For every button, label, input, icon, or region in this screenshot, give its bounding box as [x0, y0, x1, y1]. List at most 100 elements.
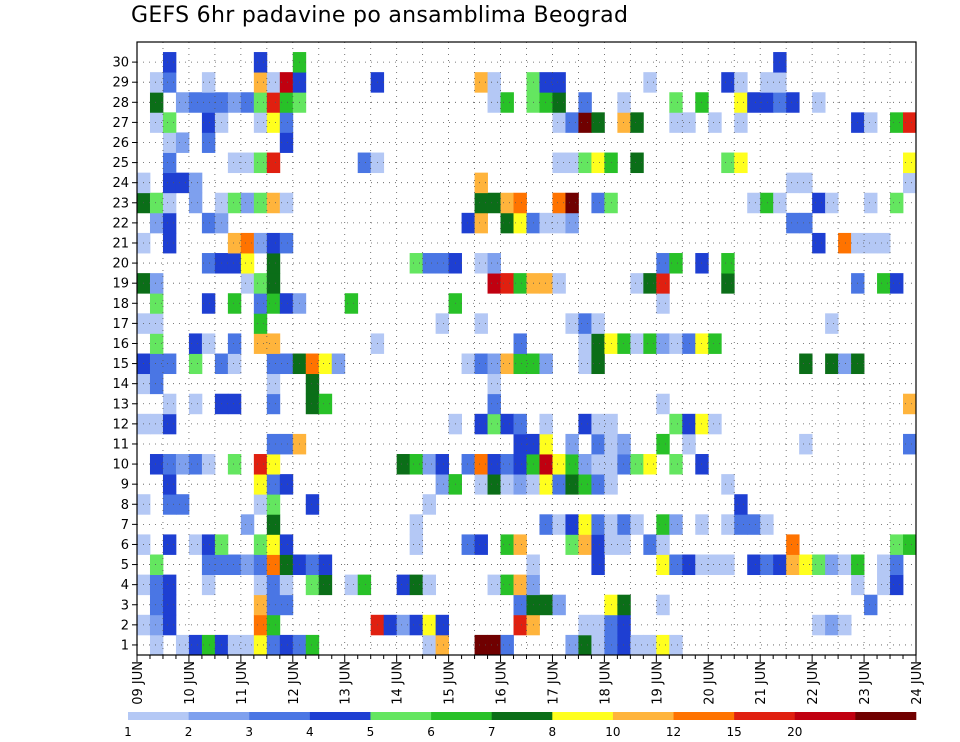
heatmap-cell: [539, 413, 553, 435]
heatmap-cell: [409, 614, 424, 636]
heatmap-cell: [656, 433, 670, 455]
heatmap-cell: [669, 554, 683, 576]
heatmap-cell: [422, 494, 437, 515]
heatmap-cell: [838, 353, 852, 375]
heatmap-cell: [162, 413, 177, 435]
heatmap-cell: [149, 413, 164, 435]
heatmap-cell: [617, 514, 631, 535]
legend-swatch: [249, 712, 311, 720]
heatmap-cell: [240, 192, 255, 214]
heatmap-cell: [617, 634, 631, 656]
heatmap-cell: [487, 72, 501, 93]
x-tick-label: 17 JUN: [547, 661, 562, 705]
heatmap-cell: [578, 534, 592, 555]
heatmap-cell: [318, 554, 333, 576]
legend-swatch: [673, 712, 735, 720]
heatmap-cell: [682, 433, 696, 455]
heatmap-cell: [240, 634, 255, 656]
heatmap-cell: [682, 112, 696, 133]
x-tick-label: 12 JUN: [287, 661, 302, 705]
heatmap-cell: [435, 313, 449, 334]
heatmap-cell: [266, 634, 281, 656]
heatmap-cell: [279, 594, 294, 616]
heatmap-cell: [240, 273, 255, 294]
heatmap-cell: [266, 574, 281, 596]
heatmap-cell: [279, 72, 294, 93]
heatmap-cell: [266, 494, 281, 515]
heatmap-cell: [162, 212, 177, 234]
heatmap-cell: [617, 112, 631, 133]
heatmap-cell: [266, 152, 281, 174]
heatmap-cell: [409, 253, 424, 274]
heatmap-cell: [630, 112, 644, 133]
heatmap-cell: [266, 293, 281, 314]
heatmap-cell: [799, 172, 813, 194]
heatmap-cell: [435, 634, 449, 656]
heatmap-cell: [474, 253, 488, 274]
heatmap-cell: [656, 333, 670, 354]
heatmap-cell: [253, 614, 268, 636]
heatmap-cell: [825, 353, 839, 375]
heatmap-cell: [253, 554, 268, 576]
heatmap-cell: [201, 253, 216, 274]
heatmap-cell: [188, 92, 203, 113]
legend-swatch: [309, 712, 371, 720]
heatmap-cell: [474, 72, 488, 93]
heatmap-cell: [591, 634, 605, 656]
legend-label: 1: [124, 725, 132, 739]
legend-label: 15: [727, 725, 742, 739]
heatmap-cell: [877, 232, 891, 254]
heatmap-cell: [175, 172, 190, 194]
heatmap-cell: [487, 273, 501, 294]
heatmap-cell: [786, 172, 800, 194]
heatmap-cell: [266, 614, 281, 636]
heatmap-cell: [552, 454, 566, 475]
heatmap-cell: [149, 353, 164, 375]
y-tick-label: 8: [121, 498, 129, 513]
heatmap-cell: [279, 132, 294, 153]
heatmap-cell: [188, 393, 203, 415]
heatmap-cell: [162, 534, 177, 555]
heatmap-cell: [162, 112, 177, 133]
y-tick-label: 21: [112, 236, 129, 251]
y-tick-label: 9: [121, 478, 129, 493]
heatmap-cell: [513, 454, 527, 475]
heatmap-cell: [253, 52, 268, 73]
heatmap-cell: [279, 474, 294, 495]
heatmap-cell: [552, 212, 566, 234]
heatmap-cell: [305, 373, 320, 395]
heatmap-cell: [721, 273, 735, 294]
heatmap-cell: [175, 132, 190, 153]
heatmap-cell: [357, 574, 372, 596]
heatmap-cell: [877, 574, 891, 596]
heatmap-cell: [474, 474, 488, 495]
heatmap-cell: [669, 333, 683, 354]
heatmap-cell: [266, 454, 281, 475]
heatmap-cell: [591, 353, 605, 375]
heatmap-cell: [903, 152, 917, 174]
heatmap-cell: [487, 454, 501, 475]
y-tick-label: 12: [112, 417, 129, 432]
heatmap-cell: [227, 92, 242, 113]
heatmap-cell: [565, 454, 579, 475]
heatmap-cell: [149, 574, 164, 596]
heatmap-cell: [331, 353, 346, 375]
heatmap-cell: [799, 353, 813, 375]
heatmap-cell: [760, 554, 774, 576]
heatmap-cell: [734, 112, 748, 133]
heatmap-cell: [591, 534, 605, 555]
heatmap-cell: [747, 92, 761, 113]
heatmap-cell: [760, 514, 774, 535]
heatmap-cell: [721, 554, 735, 576]
y-tick-label: 3: [121, 598, 129, 613]
heatmap-cell: [578, 474, 592, 495]
heatmap-cell: [500, 353, 514, 375]
heatmap-cell: [162, 393, 177, 415]
heatmap-cell: [591, 514, 605, 535]
heatmap-cell: [396, 454, 411, 475]
heatmap-cell: [383, 614, 398, 636]
heatmap-cell: [565, 212, 579, 234]
heatmap-cell: [162, 494, 177, 515]
heatmap-cell: [253, 594, 268, 616]
heatmap-cell: [565, 152, 579, 174]
